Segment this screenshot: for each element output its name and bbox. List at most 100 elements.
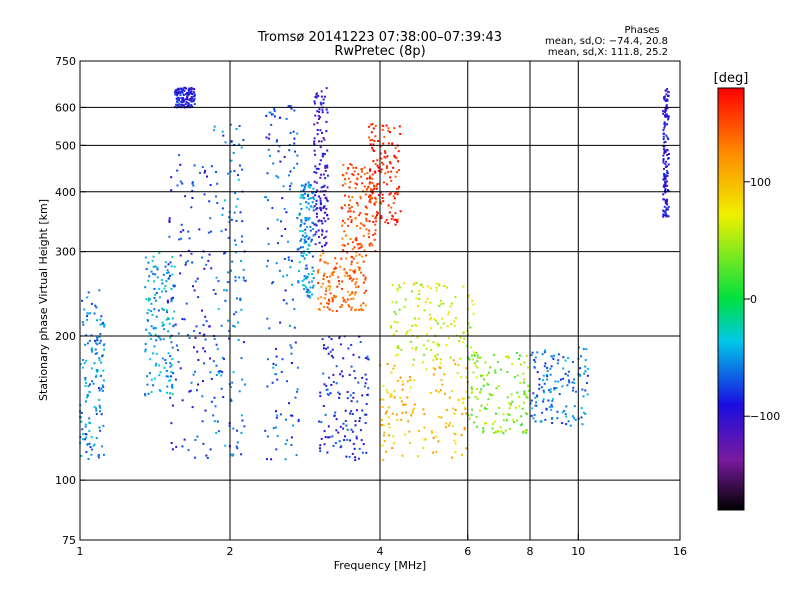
scatter-point: [346, 391, 349, 393]
scatter-point: [343, 221, 346, 224]
scatter-point: [81, 433, 84, 436]
scatter-point: [297, 418, 300, 421]
scatter-point: [100, 361, 103, 364]
scatter-point: [565, 405, 568, 408]
scatter-point: [567, 370, 570, 373]
scatter-point: [273, 115, 276, 118]
scatter-point: [274, 373, 277, 376]
scatter-point: [586, 393, 589, 396]
scatter-point: [312, 277, 315, 279]
scatter-point: [381, 444, 384, 447]
scatter-point: [662, 193, 665, 196]
scatter-point: [170, 298, 173, 301]
scatter-point: [307, 289, 310, 292]
scatter-point: [313, 100, 316, 103]
scatter-point: [348, 293, 351, 296]
scatter-point: [442, 322, 445, 325]
scatter-point: [152, 327, 155, 330]
scatter-point: [177, 332, 180, 335]
scatter-point: [382, 434, 385, 437]
scatter-point: [395, 330, 398, 333]
y-tick-label: 600: [55, 101, 76, 114]
scatter-point: [385, 124, 388, 127]
scatter-point: [80, 416, 82, 419]
scatter-point: [174, 89, 177, 92]
scatter-point: [362, 190, 365, 193]
scatter-point: [169, 362, 172, 365]
scatter-point: [546, 375, 549, 378]
scatter-point: [302, 246, 304, 249]
scatter-point: [202, 324, 205, 327]
scatter-point: [393, 154, 396, 157]
scatter-point: [389, 395, 392, 398]
scatter-point: [184, 98, 187, 101]
scatter-point: [291, 283, 294, 286]
scatter-point: [516, 374, 519, 377]
scatter-point: [193, 103, 196, 106]
scatter-point: [370, 189, 372, 192]
scatter-point: [525, 396, 528, 399]
scatter-point: [404, 298, 407, 301]
scatter-point: [203, 193, 206, 196]
scatter-point: [210, 165, 213, 168]
scatter-point: [360, 309, 363, 312]
scatter-point: [395, 219, 398, 221]
scatter-point: [278, 269, 281, 272]
scatter-point: [362, 443, 365, 446]
scatter-point: [273, 110, 276, 112]
scatter-point: [362, 281, 365, 284]
scatter-point: [289, 132, 292, 134]
scatter-point: [152, 255, 155, 258]
scatter-point: [290, 444, 293, 446]
scatter-point: [290, 107, 293, 110]
scatter-point: [519, 363, 522, 366]
scatter-point: [525, 355, 528, 357]
scatter-point: [241, 240, 243, 243]
scatter-point: [579, 367, 581, 370]
scatter-point: [366, 213, 369, 216]
scatter-point: [270, 458, 273, 461]
scatter-point: [337, 276, 340, 279]
scatter-point: [100, 387, 103, 390]
scatter-point: [193, 330, 195, 332]
scatter-point: [351, 291, 354, 294]
scatter-point: [289, 414, 292, 417]
scatter-point: [392, 202, 395, 204]
scatter-point: [417, 305, 419, 307]
scatter-point: [167, 375, 170, 378]
scatter-point: [396, 289, 399, 292]
scatter-point: [515, 351, 518, 354]
scatter-point: [179, 367, 182, 370]
scatter-point: [147, 261, 150, 264]
scatter-point: [374, 198, 377, 201]
scatter-point: [356, 177, 359, 180]
scatter-point: [171, 255, 174, 258]
scatter-point: [334, 442, 337, 444]
scatter-point: [314, 95, 317, 98]
scatter-point: [361, 223, 364, 226]
scatter-point: [281, 197, 284, 200]
scatter-point: [203, 267, 206, 270]
scatter-point: [361, 451, 364, 454]
scatter-point: [346, 428, 349, 431]
scatter-point: [663, 123, 666, 126]
scatter-point: [267, 199, 269, 202]
scatter-point: [293, 109, 296, 112]
scatter-point: [344, 301, 347, 304]
scatter-point: [426, 333, 428, 336]
scatter-point: [429, 287, 432, 290]
scatter-point: [294, 150, 296, 153]
scatter-point: [240, 146, 243, 149]
scatter-point: [227, 172, 229, 175]
scatter-point: [319, 176, 322, 179]
scatter-point: [284, 443, 287, 445]
y-tick-label: 200: [55, 330, 76, 343]
scatter-point: [269, 154, 271, 157]
scatter-point: [562, 367, 565, 370]
scatter-point: [311, 221, 314, 224]
scatter-point: [376, 164, 379, 167]
scatter-point: [387, 142, 390, 145]
scatter-point: [286, 274, 289, 277]
scatter-point: [532, 417, 535, 420]
scatter-point: [290, 259, 293, 262]
